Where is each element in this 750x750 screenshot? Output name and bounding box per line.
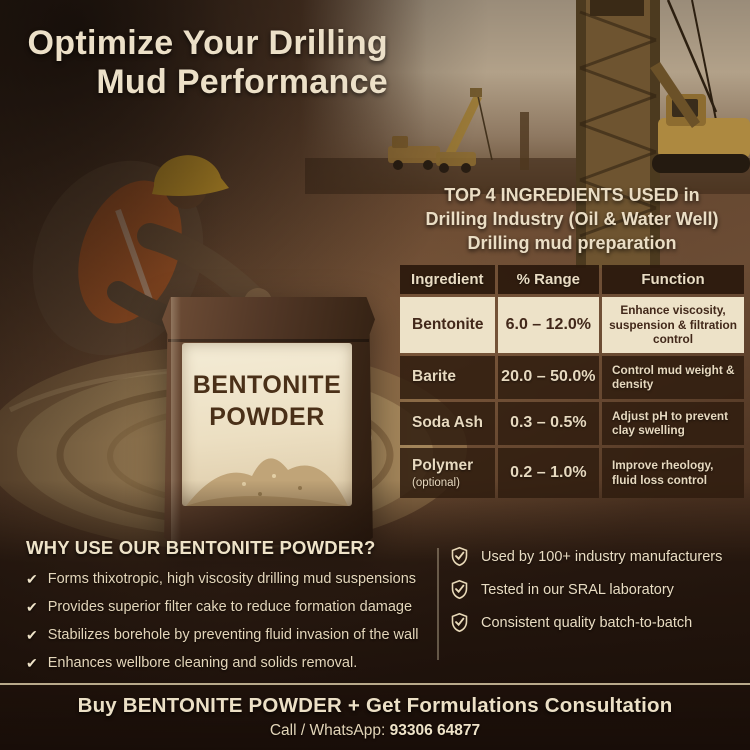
quality-item-text: Consistent quality batch-to-batch: [481, 614, 693, 631]
why-section: WHY USE OUR BENTONITE POWDER? ✔ Forms th…: [26, 537, 434, 682]
why-item-text: Enhances wellbore cleaning and solids re…: [47, 655, 358, 671]
quality-item: Tested in our SRAL laboratory: [449, 579, 745, 600]
cell-range: 0.3 – 0.5%: [497, 401, 600, 445]
quality-item-text: Tested in our SRAL laboratory: [481, 581, 674, 598]
vertical-divider: [437, 548, 439, 660]
why-list-item: ✔ Provides superior filter cake to reduc…: [26, 598, 434, 616]
shield-check-icon: [451, 579, 468, 600]
quality-item-text: Used by 100+ industry manufacturers: [481, 548, 723, 565]
check-icon: ✔: [26, 571, 38, 587]
column-header-range: % Range: [497, 265, 600, 294]
bottom-banner: Buy BENTONITE POWDER + Get Formulations …: [0, 683, 750, 750]
cell-ingredient-name: Polymer: [412, 456, 474, 474]
ingredients-heading-line3: Drilling mud preparation: [467, 233, 677, 253]
table-row-soda-ash: Soda Ash 0.3 – 0.5% Adjust pH to prevent…: [400, 401, 744, 445]
cell-ingredient: Polymer (optional): [400, 447, 495, 498]
column-header-ingredient: Ingredient: [400, 265, 495, 294]
check-icon: ✔: [26, 627, 38, 643]
cell-ingredient: Bentonite: [400, 297, 495, 353]
cell-range: 6.0 – 12.0%: [497, 297, 600, 353]
cell-function: Adjust pH to prevent clay swelling: [602, 401, 744, 445]
cell-function: Control mud weight & density: [602, 355, 744, 399]
cell-range: 20.0 – 50.0%: [497, 355, 600, 399]
column-header-function: Function: [602, 265, 744, 294]
why-item-text: Provides superior filter cake to reduce …: [47, 599, 413, 615]
shield-check-icon: [451, 612, 468, 633]
cell-ingredient: Barite: [400, 355, 495, 399]
ingredients-heading-line2: Drilling Industry (Oil & Water Well): [425, 209, 719, 229]
why-list-item: ✔ Stabilizes borehole by preventing flui…: [26, 626, 434, 644]
cell-range: 0.2 – 1.0%: [497, 447, 600, 498]
why-item-text: Forms thixotropic, high viscosity drilli…: [47, 571, 417, 587]
title-line2: Mud Performance: [96, 63, 388, 101]
title-line1: Optimize Your Drilling: [27, 24, 388, 62]
check-icon: ✔: [26, 655, 38, 671]
ingredients-heading-line1: TOP 4 INGREDIENTS USED in: [444, 185, 700, 205]
table-row-barite: Barite 20.0 – 50.0% Control mud weight &…: [400, 355, 744, 399]
check-icon: ✔: [26, 599, 38, 615]
cell-ingredient: Soda Ash: [400, 401, 495, 445]
banner-headline: Buy BENTONITE POWDER + Get Formulations …: [77, 694, 673, 717]
ingredients-table: Ingredient % Range Function Bentonite 6.…: [397, 262, 747, 501]
contact-phone: 93306 64877: [389, 722, 481, 739]
cell-function: Enhance viscosity, suspension & filtrati…: [602, 297, 744, 353]
quality-section: Used by 100+ industry manufacturers Test…: [449, 546, 745, 645]
why-list-item: ✔ Enhances wellbore cleaning and solids …: [26, 654, 434, 672]
table-row-polymer: Polymer (optional) 0.2 – 1.0% Improve rh…: [400, 447, 744, 498]
table-row-bentonite: Bentonite 6.0 – 12.0% Enhance viscosity,…: [400, 297, 744, 353]
why-list: ✔ Forms thixotropic, high viscosity dril…: [26, 570, 434, 672]
cell-ingredient-note: (optional): [412, 476, 460, 489]
quality-item: Used by 100+ industry manufacturers: [449, 546, 745, 567]
why-list-item: ✔ Forms thixotropic, high viscosity dril…: [26, 570, 434, 588]
cell-function: Improve rheology, fluid loss control: [602, 447, 744, 498]
ingredients-heading: TOP 4 INGREDIENTS USED in Drilling Indus…: [396, 183, 748, 255]
why-item-text: Stabilizes borehole by preventing fluid …: [47, 627, 419, 643]
contact-label: Call / WhatsApp:: [269, 722, 386, 739]
banner-contact: Call / WhatsApp: 93306 64877: [0, 722, 750, 740]
table-header-row: Ingredient % Range Function: [400, 265, 744, 294]
shield-check-icon: [451, 546, 468, 567]
page-title: Optimize Your Drilling Mud Performance: [24, 24, 388, 102]
quality-item: Consistent quality batch-to-batch: [449, 612, 745, 633]
why-heading: WHY USE OUR BENTONITE POWDER?: [26, 537, 376, 558]
